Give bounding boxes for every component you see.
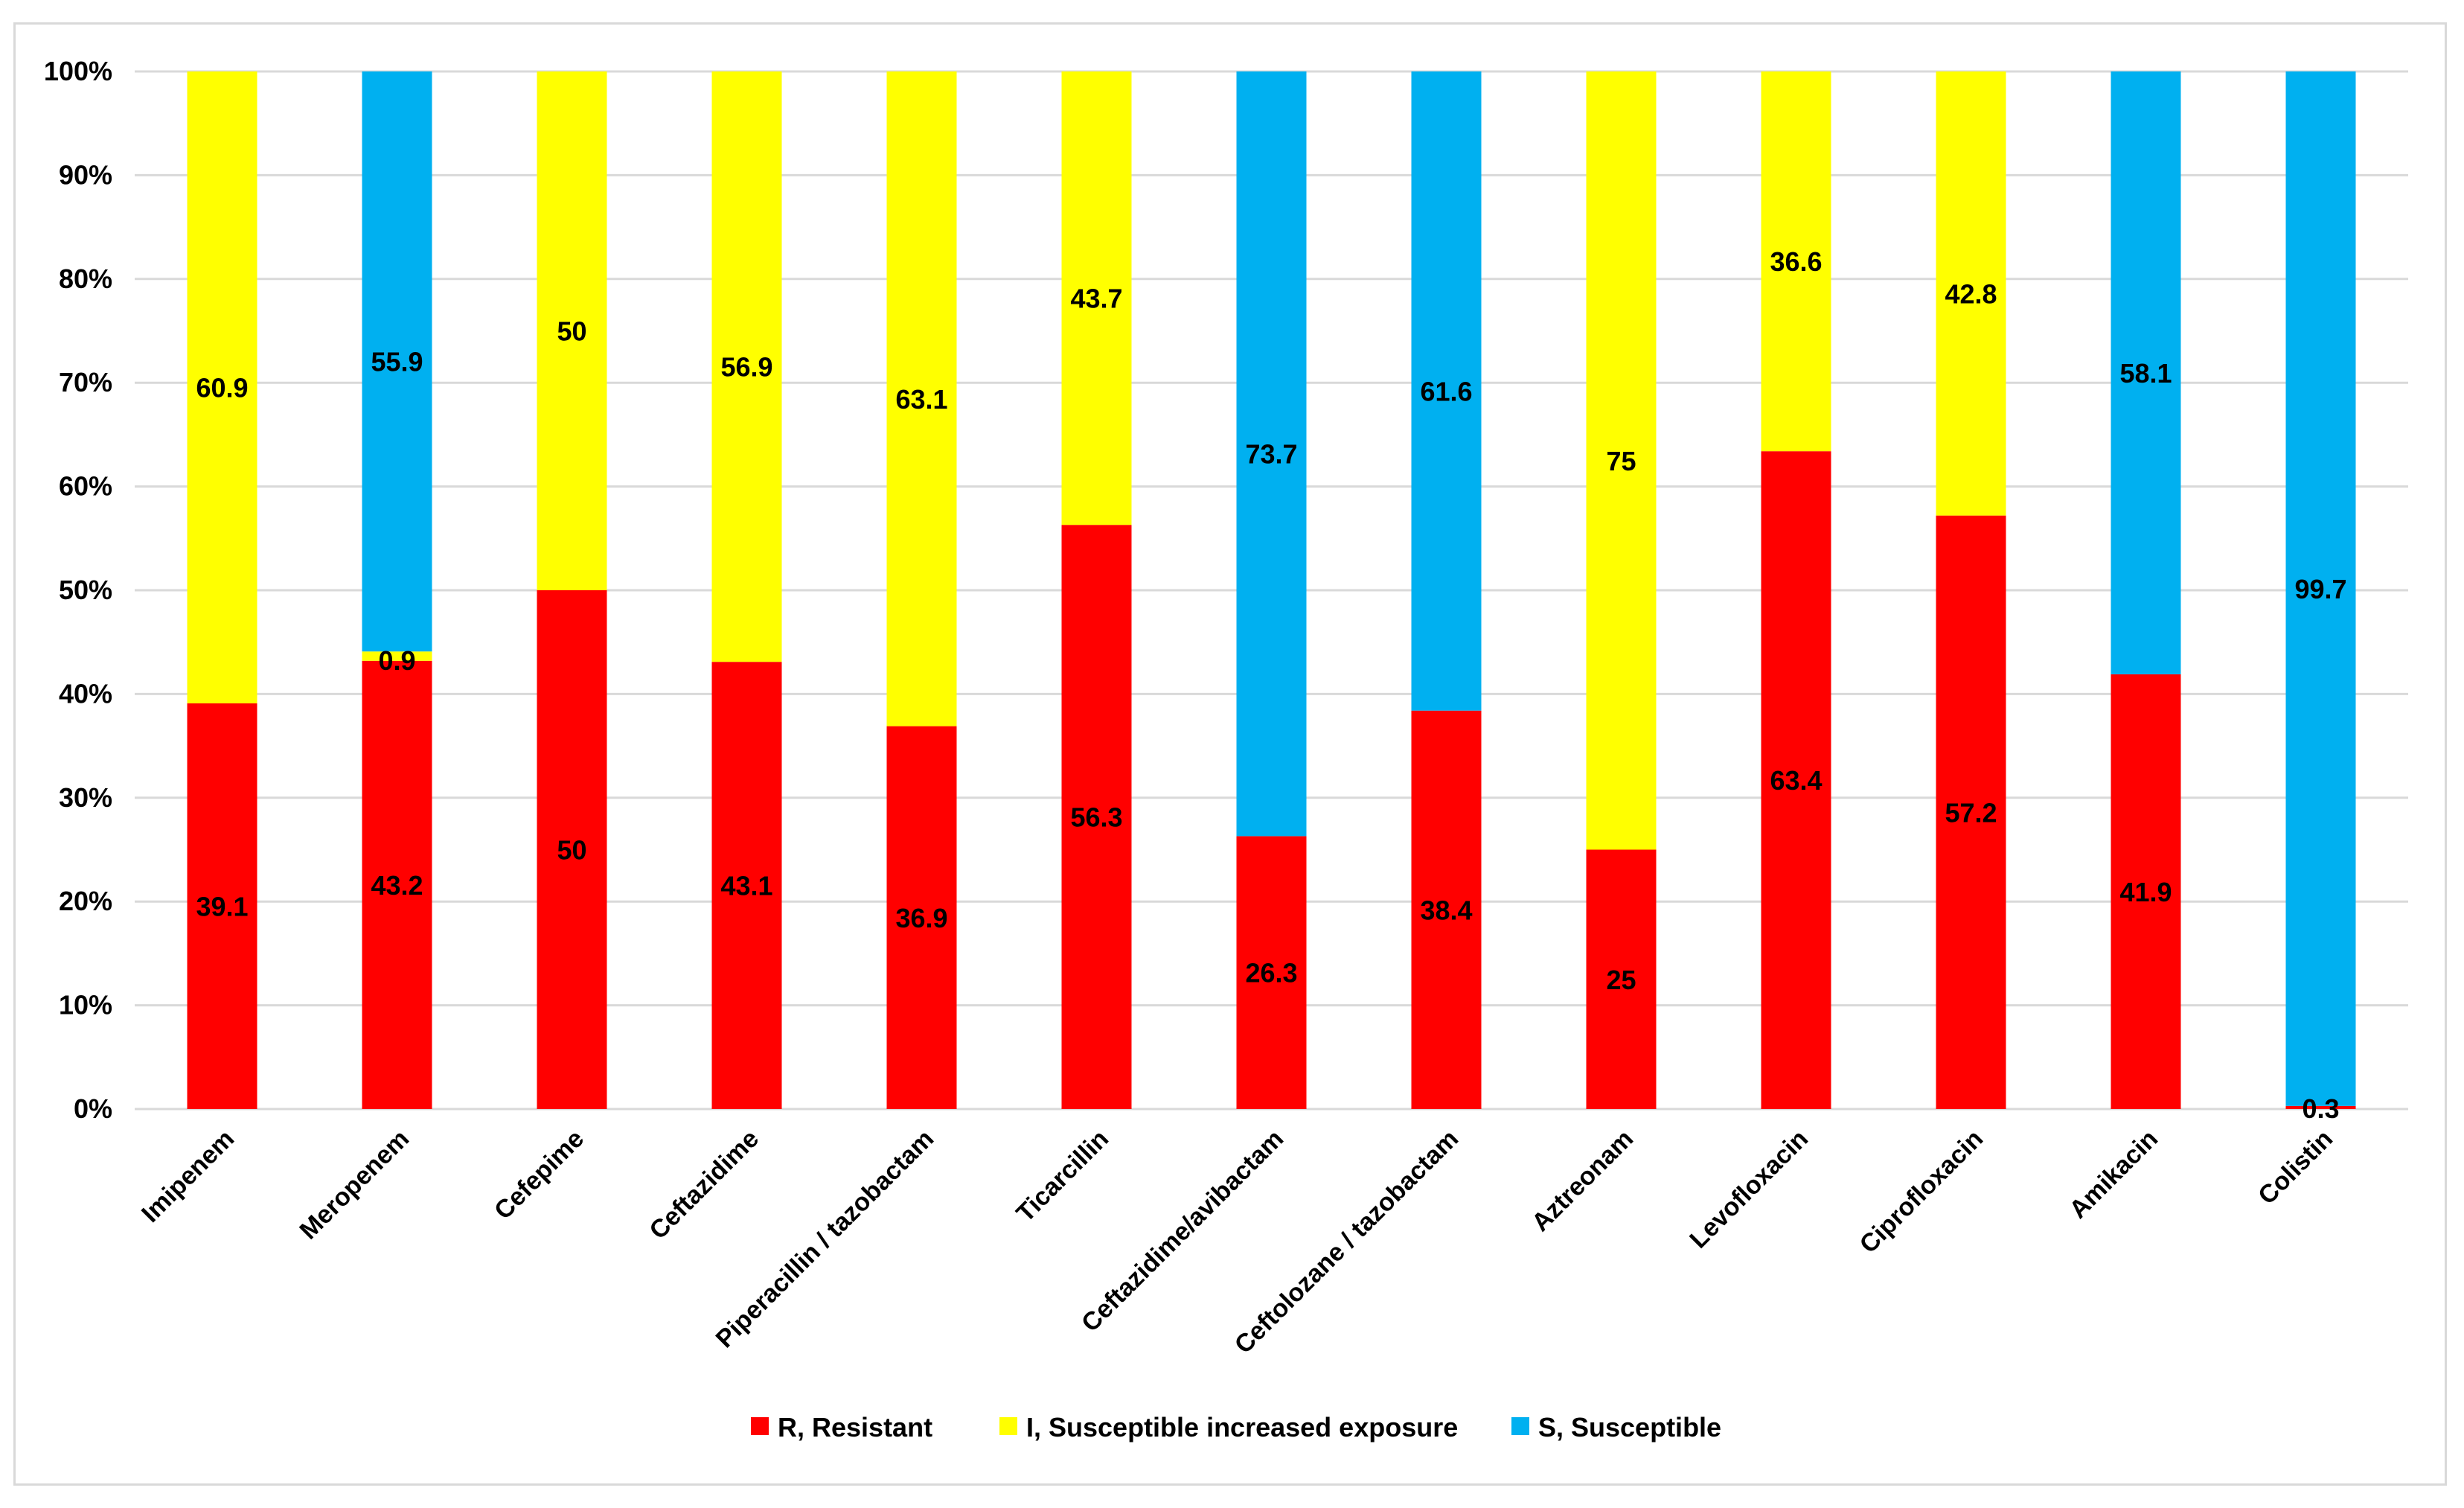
data-label: 60.9 bbox=[196, 372, 248, 403]
data-label: 57.2 bbox=[1945, 797, 1997, 828]
y-tick-label: 60% bbox=[59, 471, 112, 502]
bar-segment bbox=[537, 590, 607, 1109]
bar-segment bbox=[1411, 71, 1482, 711]
data-label: 99.7 bbox=[2294, 574, 2346, 604]
y-tick-label: 80% bbox=[59, 263, 112, 294]
data-label: 41.9 bbox=[2119, 877, 2172, 907]
y-tick-label: 100% bbox=[44, 56, 112, 86]
y-tick-label: 30% bbox=[59, 782, 112, 813]
bar-segment bbox=[362, 71, 432, 652]
category-label: Aztreonam bbox=[1526, 1125, 1639, 1237]
stacked-bar-chart: 0% 10% 20% 30% 40% 50% 60% 70% 80% 90% 100% 39.1 60… bbox=[44, 56, 2408, 1442]
bar-segment bbox=[1061, 71, 1132, 525]
legend-label: I, Susceptible increased exposure bbox=[1026, 1412, 1458, 1442]
data-label: 36.6 bbox=[1770, 246, 1822, 277]
data-label: 50 bbox=[557, 316, 586, 347]
y-tick-label: 40% bbox=[59, 678, 112, 709]
category-label: Imipenem bbox=[136, 1125, 240, 1228]
data-label: 56.3 bbox=[1070, 802, 1122, 833]
legend-label: S, Susceptible bbox=[1538, 1412, 1721, 1442]
data-label: 63.4 bbox=[1770, 765, 1822, 796]
data-label: 36.9 bbox=[895, 903, 947, 933]
legend-swatch bbox=[751, 1417, 769, 1435]
category-label: Ciprofloxacin bbox=[1855, 1125, 1988, 1259]
legend-swatch bbox=[1511, 1417, 1529, 1435]
category-label: Colistin bbox=[2253, 1125, 2338, 1210]
data-label: 75 bbox=[1606, 446, 1636, 476]
bar-segment bbox=[711, 71, 782, 662]
category-label: Ticarcillin bbox=[1011, 1125, 1114, 1228]
data-label: 55.9 bbox=[371, 347, 423, 377]
y-tick-label: 50% bbox=[59, 575, 112, 605]
y-axis-tick-labels: 0% 10% 20% 30% 40% 50% 60% 70% 80% 90% 100% bbox=[44, 56, 112, 1124]
y-tick-label: 70% bbox=[59, 367, 112, 397]
y-tick-label: 90% bbox=[59, 159, 112, 190]
bar-segment bbox=[1586, 71, 1657, 850]
data-label: 26.3 bbox=[1245, 958, 1297, 988]
bar-segment bbox=[1236, 71, 1307, 837]
legend: R, Resistant I, Susceptible increased exp… bbox=[751, 1412, 1721, 1442]
data-label: 25 bbox=[1606, 965, 1636, 995]
data-labels: 39.1 60.9 43.2 0.9 55.9 50 50 43.1 56.9 36.9 63.1 5… bbox=[196, 246, 2346, 1124]
data-label: 73.7 bbox=[1245, 439, 1297, 470]
category-label: Amikacin bbox=[2064, 1125, 2163, 1224]
bar-segment bbox=[2285, 1105, 2356, 1109]
category-label: Cefepime bbox=[489, 1125, 589, 1225]
data-label: 0.9 bbox=[378, 645, 415, 676]
bar-segment bbox=[187, 71, 257, 703]
data-label: 39.1 bbox=[196, 891, 248, 921]
category-label: Ceftazidime/avibactam bbox=[1076, 1125, 1289, 1338]
bar-segment bbox=[537, 71, 607, 590]
bar-segment bbox=[886, 71, 957, 726]
bar-segment bbox=[187, 703, 257, 1109]
y-tick-label: 10% bbox=[59, 990, 112, 1020]
bar-segment bbox=[1061, 525, 1132, 1109]
bar-segment bbox=[1936, 515, 2006, 1109]
bars bbox=[187, 71, 2356, 1109]
legend-swatch bbox=[999, 1417, 1017, 1435]
bar-segment bbox=[2111, 674, 2181, 1109]
bar-segment bbox=[362, 651, 432, 661]
bar-segment bbox=[711, 662, 782, 1109]
y-tick-label: 20% bbox=[59, 886, 112, 916]
data-label: 56.9 bbox=[720, 352, 772, 383]
bar-segment bbox=[1411, 710, 1482, 1109]
bar-segment bbox=[362, 660, 432, 1109]
data-label: 38.4 bbox=[1420, 895, 1472, 925]
data-label: 0.3 bbox=[2302, 1093, 2339, 1124]
bar-segment bbox=[1586, 849, 1657, 1109]
data-label: 43.1 bbox=[720, 871, 772, 901]
bar-segment bbox=[2111, 71, 2181, 674]
data-label: 58.1 bbox=[2119, 358, 2172, 389]
chart-frame: 0% 10% 20% 30% 40% 50% 60% 70% 80% 90% 100% 39.1 60… bbox=[13, 22, 2447, 1486]
legend-label: R, Resistant bbox=[778, 1412, 932, 1442]
category-label: Meropenem bbox=[294, 1125, 415, 1245]
category-label: Levofloxacin bbox=[1684, 1125, 1814, 1254]
category-label: Ceftazidime bbox=[644, 1125, 764, 1245]
y-tick-label: 0% bbox=[74, 1093, 112, 1124]
x-axis-category-labels: Imipenem Meropenem Cefepime CeftazidimePipe… bbox=[136, 1125, 2338, 1359]
bar-segment bbox=[1236, 836, 1307, 1109]
data-label: 63.1 bbox=[895, 384, 947, 415]
bar-segment bbox=[1936, 71, 2006, 516]
bar-segment bbox=[2285, 71, 2356, 1106]
data-label: 43.7 bbox=[1070, 284, 1122, 314]
bar-segment bbox=[1761, 71, 1831, 452]
bar-segment bbox=[1761, 451, 1831, 1109]
data-label: 61.6 bbox=[1420, 376, 1472, 406]
data-label: 43.2 bbox=[371, 870, 423, 901]
bar-segment bbox=[886, 726, 957, 1109]
data-label: 42.8 bbox=[1945, 278, 1997, 309]
data-label: 50 bbox=[557, 835, 586, 866]
